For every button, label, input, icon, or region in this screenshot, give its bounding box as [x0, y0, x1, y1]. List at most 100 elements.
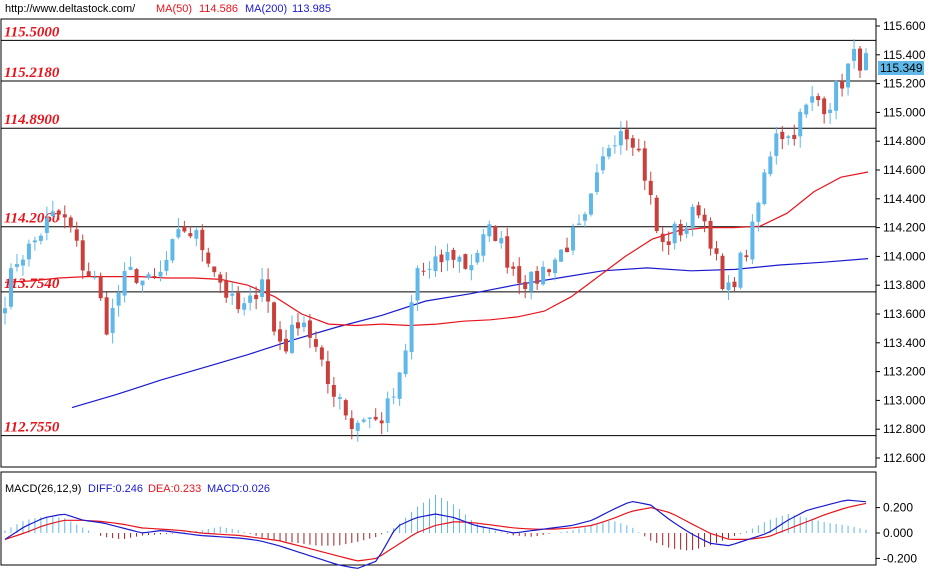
candle — [188, 226, 193, 239]
candle — [427, 261, 432, 279]
candle — [840, 73, 845, 97]
candle — [152, 268, 157, 280]
candle — [505, 227, 510, 274]
candle — [624, 120, 629, 151]
candle — [571, 223, 576, 256]
candle — [529, 271, 534, 300]
candle — [194, 226, 199, 247]
macd-diff-label: DIFF:0.246 — [88, 483, 143, 495]
candle — [182, 220, 187, 233]
candle — [547, 268, 552, 277]
candle — [618, 121, 623, 155]
candle — [822, 96, 827, 124]
candle — [385, 391, 390, 432]
candle — [313, 331, 318, 352]
macd-dea-line — [4, 502, 867, 562]
candle — [714, 240, 719, 261]
candle — [588, 193, 593, 217]
candle — [367, 417, 372, 429]
candle — [421, 262, 426, 276]
candle — [487, 220, 492, 242]
candle — [732, 277, 737, 292]
candle — [379, 412, 384, 435]
candle — [577, 214, 581, 226]
candle — [594, 163, 599, 195]
source-url: http://www.deltastock.com/ — [5, 3, 136, 15]
candle — [798, 108, 803, 148]
y-tick-label: 114.000 — [883, 249, 926, 263]
candle — [349, 410, 354, 440]
candle — [678, 219, 683, 242]
macd-title: MACD(26,12,9) — [5, 483, 81, 495]
y-tick-label: 114.800 — [883, 134, 926, 148]
support-resistance-levels: 115.5000115.2180114.8900114.2060113.7540… — [1, 24, 876, 437]
candle — [642, 140, 647, 191]
y-tick-label: 114.400 — [883, 192, 926, 206]
candle — [774, 126, 779, 165]
macd-y-tick-label: 0.000 — [883, 526, 913, 540]
candle — [50, 200, 55, 219]
level-label: 115.2180 — [4, 65, 60, 81]
candle — [499, 230, 504, 249]
candle — [68, 215, 73, 233]
candle — [457, 255, 462, 273]
current-price-badge — [878, 61, 924, 75]
candle — [176, 217, 181, 240]
macd-y-axis: 0.200 0.000 -0.200 — [876, 501, 917, 565]
candle — [780, 126, 785, 150]
candle — [92, 270, 97, 280]
ma200-line — [71, 258, 869, 409]
candle — [636, 138, 641, 153]
candle — [559, 248, 564, 262]
macd-dea-label: DEA:0.233 — [148, 483, 201, 495]
macd-y-tick-label: -0.200 — [883, 551, 917, 565]
candle — [726, 275, 731, 301]
candle — [355, 420, 360, 442]
ma200-series — [71, 258, 869, 409]
candle — [792, 124, 797, 146]
candle — [56, 208, 61, 221]
candle — [212, 266, 217, 277]
candle — [397, 371, 402, 406]
y-tick-label: 115.400 — [883, 48, 926, 62]
candle — [8, 263, 13, 310]
candle — [810, 85, 815, 111]
candle — [858, 46, 863, 78]
candle — [206, 247, 211, 268]
candle — [786, 134, 791, 146]
candle — [451, 247, 456, 269]
candle — [600, 146, 605, 174]
candle — [146, 272, 151, 280]
candle — [38, 233, 43, 245]
candle — [523, 275, 528, 299]
candle — [666, 231, 671, 255]
candle — [278, 321, 283, 350]
candle — [200, 224, 205, 262]
candle — [391, 388, 396, 405]
candle — [403, 343, 408, 377]
candle — [116, 284, 121, 317]
candle — [104, 292, 109, 336]
y-tick-label: 115.200 — [883, 77, 926, 91]
level-label: 114.8900 — [4, 112, 60, 128]
candle — [164, 251, 169, 276]
candle — [582, 211, 587, 229]
candle — [738, 251, 743, 290]
candle — [62, 205, 67, 229]
candle — [128, 256, 133, 271]
candle — [654, 195, 659, 234]
candle — [648, 171, 653, 205]
y-tick-label: 114.600 — [883, 163, 926, 177]
y-tick-label: 113.800 — [883, 278, 926, 292]
y-tick-label: 113.000 — [883, 393, 926, 407]
y-tick-label: 114.200 — [883, 221, 926, 235]
candle — [684, 222, 689, 239]
candle — [768, 151, 773, 177]
candle — [284, 329, 289, 354]
candle — [816, 93, 821, 107]
candle — [301, 316, 306, 333]
price-panel-frame — [0, 18, 877, 468]
y-tick-label: 113.200 — [883, 365, 926, 379]
candle — [98, 272, 103, 301]
ma200-value: 113.985 — [292, 3, 331, 15]
